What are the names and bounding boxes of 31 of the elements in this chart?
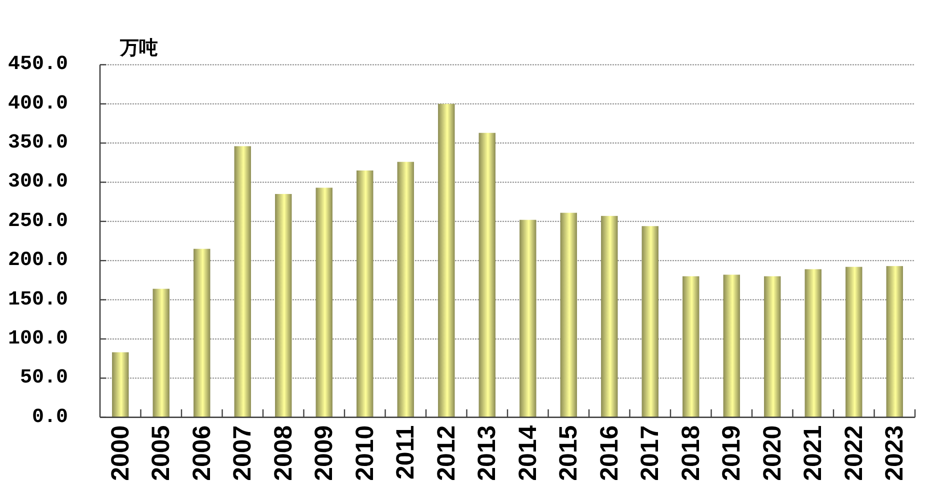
y-tick-label: 200.0: [8, 249, 68, 272]
y-tick-label: 150.0: [8, 288, 68, 312]
x-tick-label: 2023: [880, 425, 909, 481]
y-tick-label: 0.0: [32, 406, 68, 429]
x-tick-label: 2014: [514, 425, 542, 481]
x-tick-label: 2013: [473, 425, 502, 481]
x-tick-label: 2011: [392, 425, 420, 480]
x-tick-label: 2015: [554, 425, 583, 481]
x-tick-label: 2016: [595, 425, 624, 481]
y-tick-label: 350.0: [8, 132, 68, 155]
x-tick-label: 2017: [636, 425, 664, 481]
x-tick-label: 2018: [676, 425, 705, 481]
x-tick-label: 2012: [432, 425, 460, 481]
x-tick-label: 2021: [799, 425, 828, 481]
y-tick-label: 100.0: [8, 327, 68, 350]
x-tick-label: 2006: [188, 425, 216, 481]
y-tick-label: 400.0: [8, 92, 68, 116]
x-tick-label: 2009: [310, 425, 338, 481]
x-tick-label: 2008: [269, 425, 298, 481]
y-tick-label: 450.0: [8, 53, 68, 76]
x-tick-label: 2019: [718, 425, 746, 481]
x-tick-label: 2007: [228, 425, 257, 481]
y-tick-label: 250.0: [8, 210, 68, 233]
x-tick-label: 2020: [758, 425, 786, 481]
x-tick-label: 2010: [350, 425, 379, 481]
x-tick-label: 2005: [147, 425, 176, 481]
x-tick-label: 2000: [106, 425, 134, 481]
x-tick-label: 2022: [840, 425, 868, 481]
y-tick-label: 50.0: [20, 366, 68, 390]
y-tick-label: 300.0: [8, 170, 68, 194]
y-axis-title: 万吨: [119, 37, 158, 59]
